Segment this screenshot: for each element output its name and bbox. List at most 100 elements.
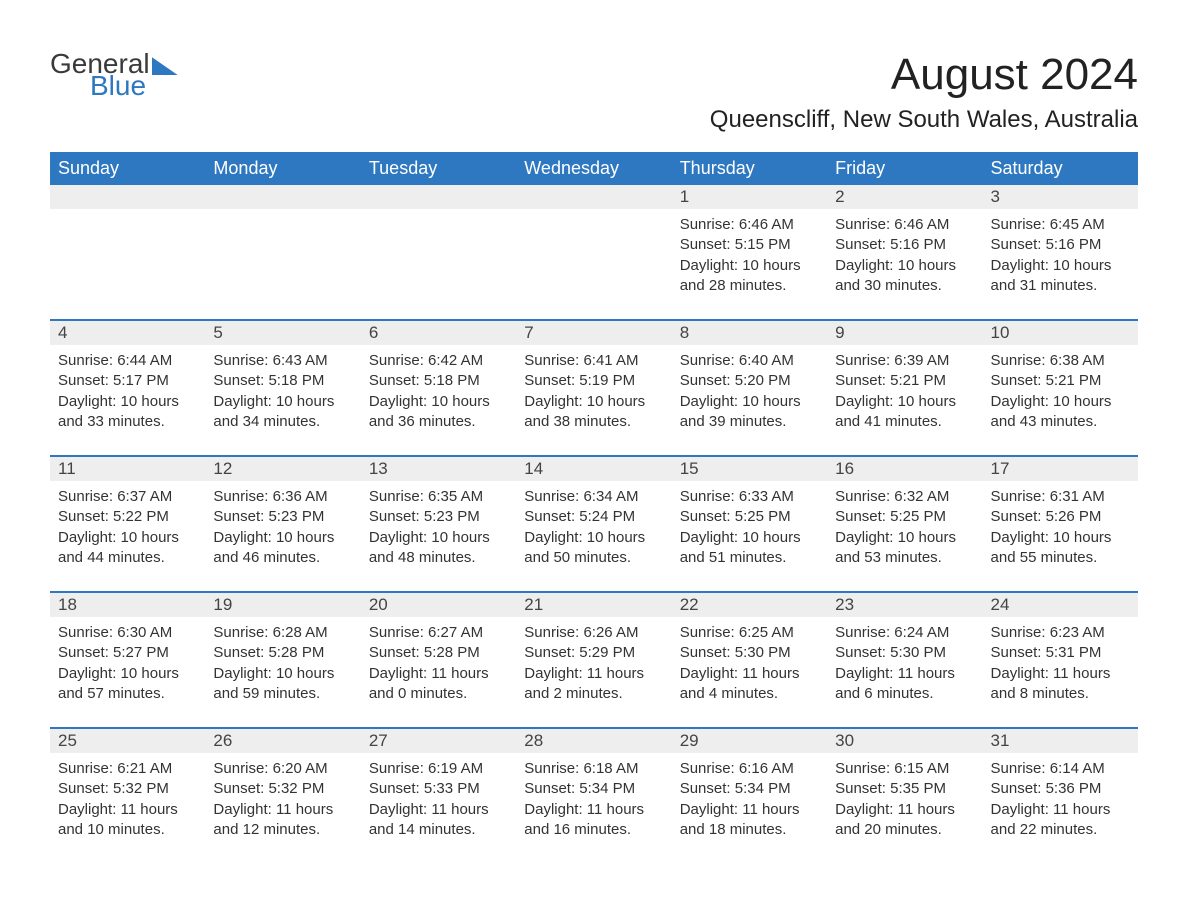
sunrise-line: Sunrise: 6:16 AM <box>680 759 819 779</box>
day-number: 19 <box>205 593 360 617</box>
calendar-cell: 29Sunrise: 6:16 AMSunset: 5:34 PMDayligh… <box>672 728 827 863</box>
day-number: 14 <box>516 457 671 481</box>
day-number: 6 <box>361 321 516 345</box>
day-header: Monday <box>205 152 360 185</box>
day-number: 31 <box>983 729 1138 753</box>
day-details: Sunrise: 6:14 AMSunset: 5:36 PMDaylight:… <box>983 753 1138 863</box>
logo: General Blue <box>50 50 178 100</box>
calendar-week-row: 25Sunrise: 6:21 AMSunset: 5:32 PMDayligh… <box>50 728 1138 863</box>
sunset-line: Sunset: 5:29 PM <box>524 643 663 663</box>
day-details: Sunrise: 6:20 AMSunset: 5:32 PMDaylight:… <box>205 753 360 863</box>
day-details: Sunrise: 6:16 AMSunset: 5:34 PMDaylight:… <box>672 753 827 863</box>
daylight-line: Daylight: 11 hours and 4 minutes. <box>680 664 819 705</box>
calendar-cell <box>50 185 205 320</box>
day-details: Sunrise: 6:46 AMSunset: 5:15 PMDaylight:… <box>672 209 827 319</box>
sunset-line: Sunset: 5:21 PM <box>835 371 974 391</box>
daylight-line: Daylight: 10 hours and 48 minutes. <box>369 528 508 569</box>
sunset-line: Sunset: 5:24 PM <box>524 507 663 527</box>
daylight-line: Daylight: 10 hours and 28 minutes. <box>680 256 819 297</box>
calendar-cell <box>205 185 360 320</box>
calendar-cell: 4Sunrise: 6:44 AMSunset: 5:17 PMDaylight… <box>50 320 205 456</box>
calendar-cell: 30Sunrise: 6:15 AMSunset: 5:35 PMDayligh… <box>827 728 982 863</box>
sunset-line: Sunset: 5:27 PM <box>58 643 197 663</box>
daylight-line: Daylight: 10 hours and 30 minutes. <box>835 256 974 297</box>
calendar-table: Sunday Monday Tuesday Wednesday Thursday… <box>50 152 1138 863</box>
day-details: Sunrise: 6:18 AMSunset: 5:34 PMDaylight:… <box>516 753 671 863</box>
sunset-line: Sunset: 5:33 PM <box>369 779 508 799</box>
calendar-cell: 15Sunrise: 6:33 AMSunset: 5:25 PMDayligh… <box>672 456 827 592</box>
day-details: Sunrise: 6:40 AMSunset: 5:20 PMDaylight:… <box>672 345 827 455</box>
calendar-cell: 20 Sunrise: 6:27 AMSunset: 5:28 PMDayligh… <box>361 592 516 728</box>
daylight-line: Daylight: 11 hours and 6 minutes. <box>835 664 974 705</box>
daylight-line: Daylight: 11 hours and 2 minutes. <box>524 664 663 705</box>
title-block: August 2024 Queenscliff, New South Wales… <box>710 50 1138 144</box>
calendar-cell: 2Sunrise: 6:46 AMSunset: 5:16 PMDaylight… <box>827 185 982 320</box>
day-details: Sunrise: 6:35 AMSunset: 5:23 PMDaylight:… <box>361 481 516 591</box>
sunrise-line: Sunrise: 6:44 AM <box>58 351 197 371</box>
day-number <box>361 185 516 209</box>
page-header: General Blue August 2024 Queenscliff, Ne… <box>50 50 1138 144</box>
sunrise-line: Sunrise: 6:42 AM <box>369 351 508 371</box>
day-number: 9 <box>827 321 982 345</box>
sunrise-line: Sunrise: 6:32 AM <box>835 487 974 507</box>
sunset-line: Sunset: 5:25 PM <box>835 507 974 527</box>
sunrise-line: Sunrise: 6:43 AM <box>213 351 352 371</box>
sunset-line: Sunset: 5:17 PM <box>58 371 197 391</box>
calendar-cell: 11Sunrise: 6:37 AMSunset: 5:22 PMDayligh… <box>50 456 205 592</box>
day-number: 17 <box>983 457 1138 481</box>
calendar-cell: 5Sunrise: 6:43 AMSunset: 5:18 PMDaylight… <box>205 320 360 456</box>
day-header: Friday <box>827 152 982 185</box>
day-number: 3 <box>983 185 1138 209</box>
day-details: Sunrise: 6:41 AMSunset: 5:19 PMDaylight:… <box>516 345 671 455</box>
day-number: 24 <box>983 593 1138 617</box>
sunrise-line: Sunrise: 6:31 AM <box>991 487 1130 507</box>
day-number: 20 <box>361 593 516 617</box>
sunset-line: Sunset: 5:22 PM <box>58 507 197 527</box>
sunset-line: Sunset: 5:30 PM <box>680 643 819 663</box>
day-number: 4 <box>50 321 205 345</box>
day-number: 26 <box>205 729 360 753</box>
day-details: Sunrise: 6:37 AMSunset: 5:22 PMDaylight:… <box>50 481 205 591</box>
sunset-line: Sunset: 5:30 PM <box>835 643 974 663</box>
day-number: 8 <box>672 321 827 345</box>
daylight-line: Daylight: 11 hours and 20 minutes. <box>835 800 974 841</box>
day-number: 7 <box>516 321 671 345</box>
calendar-cell: 22Sunrise: 6:25 AMSunset: 5:30 PMDayligh… <box>672 592 827 728</box>
calendar-cell: 31Sunrise: 6:14 AMSunset: 5:36 PMDayligh… <box>983 728 1138 863</box>
sunrise-line: Sunrise: 6:25 AM <box>680 623 819 643</box>
daylight-line: Daylight: 11 hours and 0 minutes. <box>369 664 508 705</box>
daylight-line: Daylight: 10 hours and 51 minutes. <box>680 528 819 569</box>
sunset-line: Sunset: 5:28 PM <box>369 643 508 663</box>
daylight-line: Daylight: 10 hours and 33 minutes. <box>58 392 197 433</box>
month-title: August 2024 <box>710 50 1138 100</box>
day-details: Sunrise: 6:34 AMSunset: 5:24 PMDaylight:… <box>516 481 671 591</box>
day-details: Sunrise: 6:44 AMSunset: 5:17 PMDaylight:… <box>50 345 205 455</box>
sunset-line: Sunset: 5:23 PM <box>369 507 508 527</box>
daylight-line: Daylight: 10 hours and 55 minutes. <box>991 528 1130 569</box>
sunrise-line: Sunrise: 6:37 AM <box>58 487 197 507</box>
sunrise-line: Sunrise: 6:27 AM <box>369 623 508 643</box>
calendar-cell: 8Sunrise: 6:40 AMSunset: 5:20 PMDaylight… <box>672 320 827 456</box>
calendar-cell: 18Sunrise: 6:30 AMSunset: 5:27 PMDayligh… <box>50 592 205 728</box>
sunrise-line: Sunrise: 6:40 AM <box>680 351 819 371</box>
daylight-line: Daylight: 10 hours and 44 minutes. <box>58 528 197 569</box>
day-number: 1 <box>672 185 827 209</box>
sunset-line: Sunset: 5:16 PM <box>835 235 974 255</box>
day-details: Sunrise: 6:33 AMSunset: 5:25 PMDaylight:… <box>672 481 827 591</box>
daylight-line: Daylight: 11 hours and 10 minutes. <box>58 800 197 841</box>
sunset-line: Sunset: 5:25 PM <box>680 507 819 527</box>
sunrise-line: Sunrise: 6:23 AM <box>991 623 1130 643</box>
daylight-line: Daylight: 10 hours and 41 minutes. <box>835 392 974 433</box>
day-number: 16 <box>827 457 982 481</box>
sunrise-line: Sunrise: 6:41 AM <box>524 351 663 371</box>
daylight-line: Daylight: 10 hours and 39 minutes. <box>680 392 819 433</box>
day-header: Thursday <box>672 152 827 185</box>
day-details <box>361 209 516 319</box>
day-details: Sunrise: 6:30 AMSunset: 5:27 PMDaylight:… <box>50 617 205 727</box>
day-details: Sunrise: 6:43 AMSunset: 5:18 PMDaylight:… <box>205 345 360 455</box>
calendar-cell: 25Sunrise: 6:21 AMSunset: 5:32 PMDayligh… <box>50 728 205 863</box>
day-header: Tuesday <box>361 152 516 185</box>
day-number: 13 <box>361 457 516 481</box>
calendar-cell: 3Sunrise: 6:45 AMSunset: 5:16 PMDaylight… <box>983 185 1138 320</box>
calendar-cell: 26Sunrise: 6:20 AMSunset: 5:32 PMDayligh… <box>205 728 360 863</box>
